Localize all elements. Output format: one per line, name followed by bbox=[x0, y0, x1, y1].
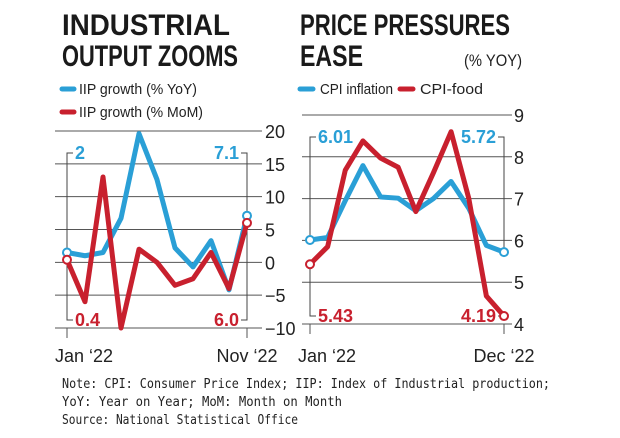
annotation-red-start: 5.43 bbox=[318, 306, 353, 326]
annotation-bracket bbox=[241, 222, 248, 321]
y-tick-label: 5 bbox=[265, 221, 275, 241]
left-title-line1: INDUSTRIAL bbox=[62, 9, 230, 42]
annotation-blue-end: 7.1 bbox=[214, 143, 239, 163]
right-chart: 9 8 7 6 5 4 Jan ‘22 Dec ‘22 6.01 5.43 5.72 4.19 bbox=[298, 106, 535, 366]
annotation-bracket bbox=[309, 264, 316, 317]
legend-label-iip-mom: IIP growth (% MoM) bbox=[79, 104, 203, 121]
annotation-blue-start: 6.01 bbox=[318, 127, 353, 147]
y-tick-label: −10 bbox=[265, 319, 296, 339]
left-chart: 20 15 10 5 0 −5 −10 Jan ‘22 Nov ‘22 2 0.4 7.1 6.0 bbox=[55, 122, 296, 366]
annotation-red-end: 6.0 bbox=[214, 310, 239, 330]
annotation-red-start: 0.4 bbox=[75, 310, 100, 330]
annotation-red-end: 4.19 bbox=[461, 306, 496, 326]
x-tick-label: Jan ‘22 bbox=[55, 346, 113, 366]
left-title-line2: OUTPUT ZOOMS bbox=[62, 40, 238, 73]
annotation-bracket bbox=[66, 259, 73, 321]
y-tick-label: 7 bbox=[514, 190, 524, 210]
note-line-1: Note: CPI: Consumer Price Index; IIP: In… bbox=[62, 376, 550, 392]
series-endpoint-marker bbox=[305, 234, 315, 245]
x-tick-label: Jan ‘22 bbox=[298, 346, 356, 366]
right-title-line2: EASE bbox=[300, 40, 363, 73]
annotation-bracket bbox=[241, 152, 248, 216]
annotation-bracket bbox=[309, 136, 316, 240]
y-tick-label: 5 bbox=[514, 273, 524, 293]
y-tick-label: 0 bbox=[265, 253, 275, 273]
annotation-blue-end: 5.72 bbox=[461, 127, 496, 147]
series-line-red bbox=[308, 129, 506, 318]
y-tick-label: 20 bbox=[265, 122, 285, 142]
x-tick-label: Nov ‘22 bbox=[216, 346, 277, 366]
annotation-bracket bbox=[66, 152, 73, 253]
note-line-2: YoY: Year on Year; MoM: Month on Month bbox=[62, 394, 342, 410]
x-tick-label: Dec ‘22 bbox=[473, 346, 534, 366]
legend-label-iip-yoy: IIP growth (% YoY) bbox=[79, 81, 197, 98]
y-tick-label: 10 bbox=[265, 188, 285, 208]
annotation-bracket bbox=[498, 136, 505, 253]
legend-label-cpi-food: CPI-food bbox=[420, 81, 483, 98]
legend-label-cpi: CPI inflation bbox=[320, 81, 393, 98]
y-tick-label: −5 bbox=[265, 286, 286, 306]
y-tick-label: 9 bbox=[514, 106, 524, 126]
series-line-red bbox=[64, 174, 250, 331]
series-endpoint-marker bbox=[499, 311, 509, 322]
y-tick-label: 8 bbox=[514, 148, 524, 168]
y-tick-label: 4 bbox=[514, 315, 524, 335]
right-title-line1: PRICE PRESSURES bbox=[300, 9, 510, 42]
annotation-blue-start: 2 bbox=[75, 143, 85, 163]
series-endpoint-marker bbox=[499, 247, 509, 258]
note-line-3: Source: National Statistical Office bbox=[62, 412, 298, 428]
series-line-blue bbox=[66, 131, 250, 293]
series-endpoint-marker bbox=[62, 254, 72, 265]
series-endpoint-marker bbox=[242, 217, 252, 228]
right-unit-label: (% YOY) bbox=[464, 51, 522, 70]
y-tick-label: 6 bbox=[514, 231, 524, 251]
series-endpoint-marker bbox=[305, 259, 315, 270]
y-tick-label: 15 bbox=[265, 155, 285, 175]
